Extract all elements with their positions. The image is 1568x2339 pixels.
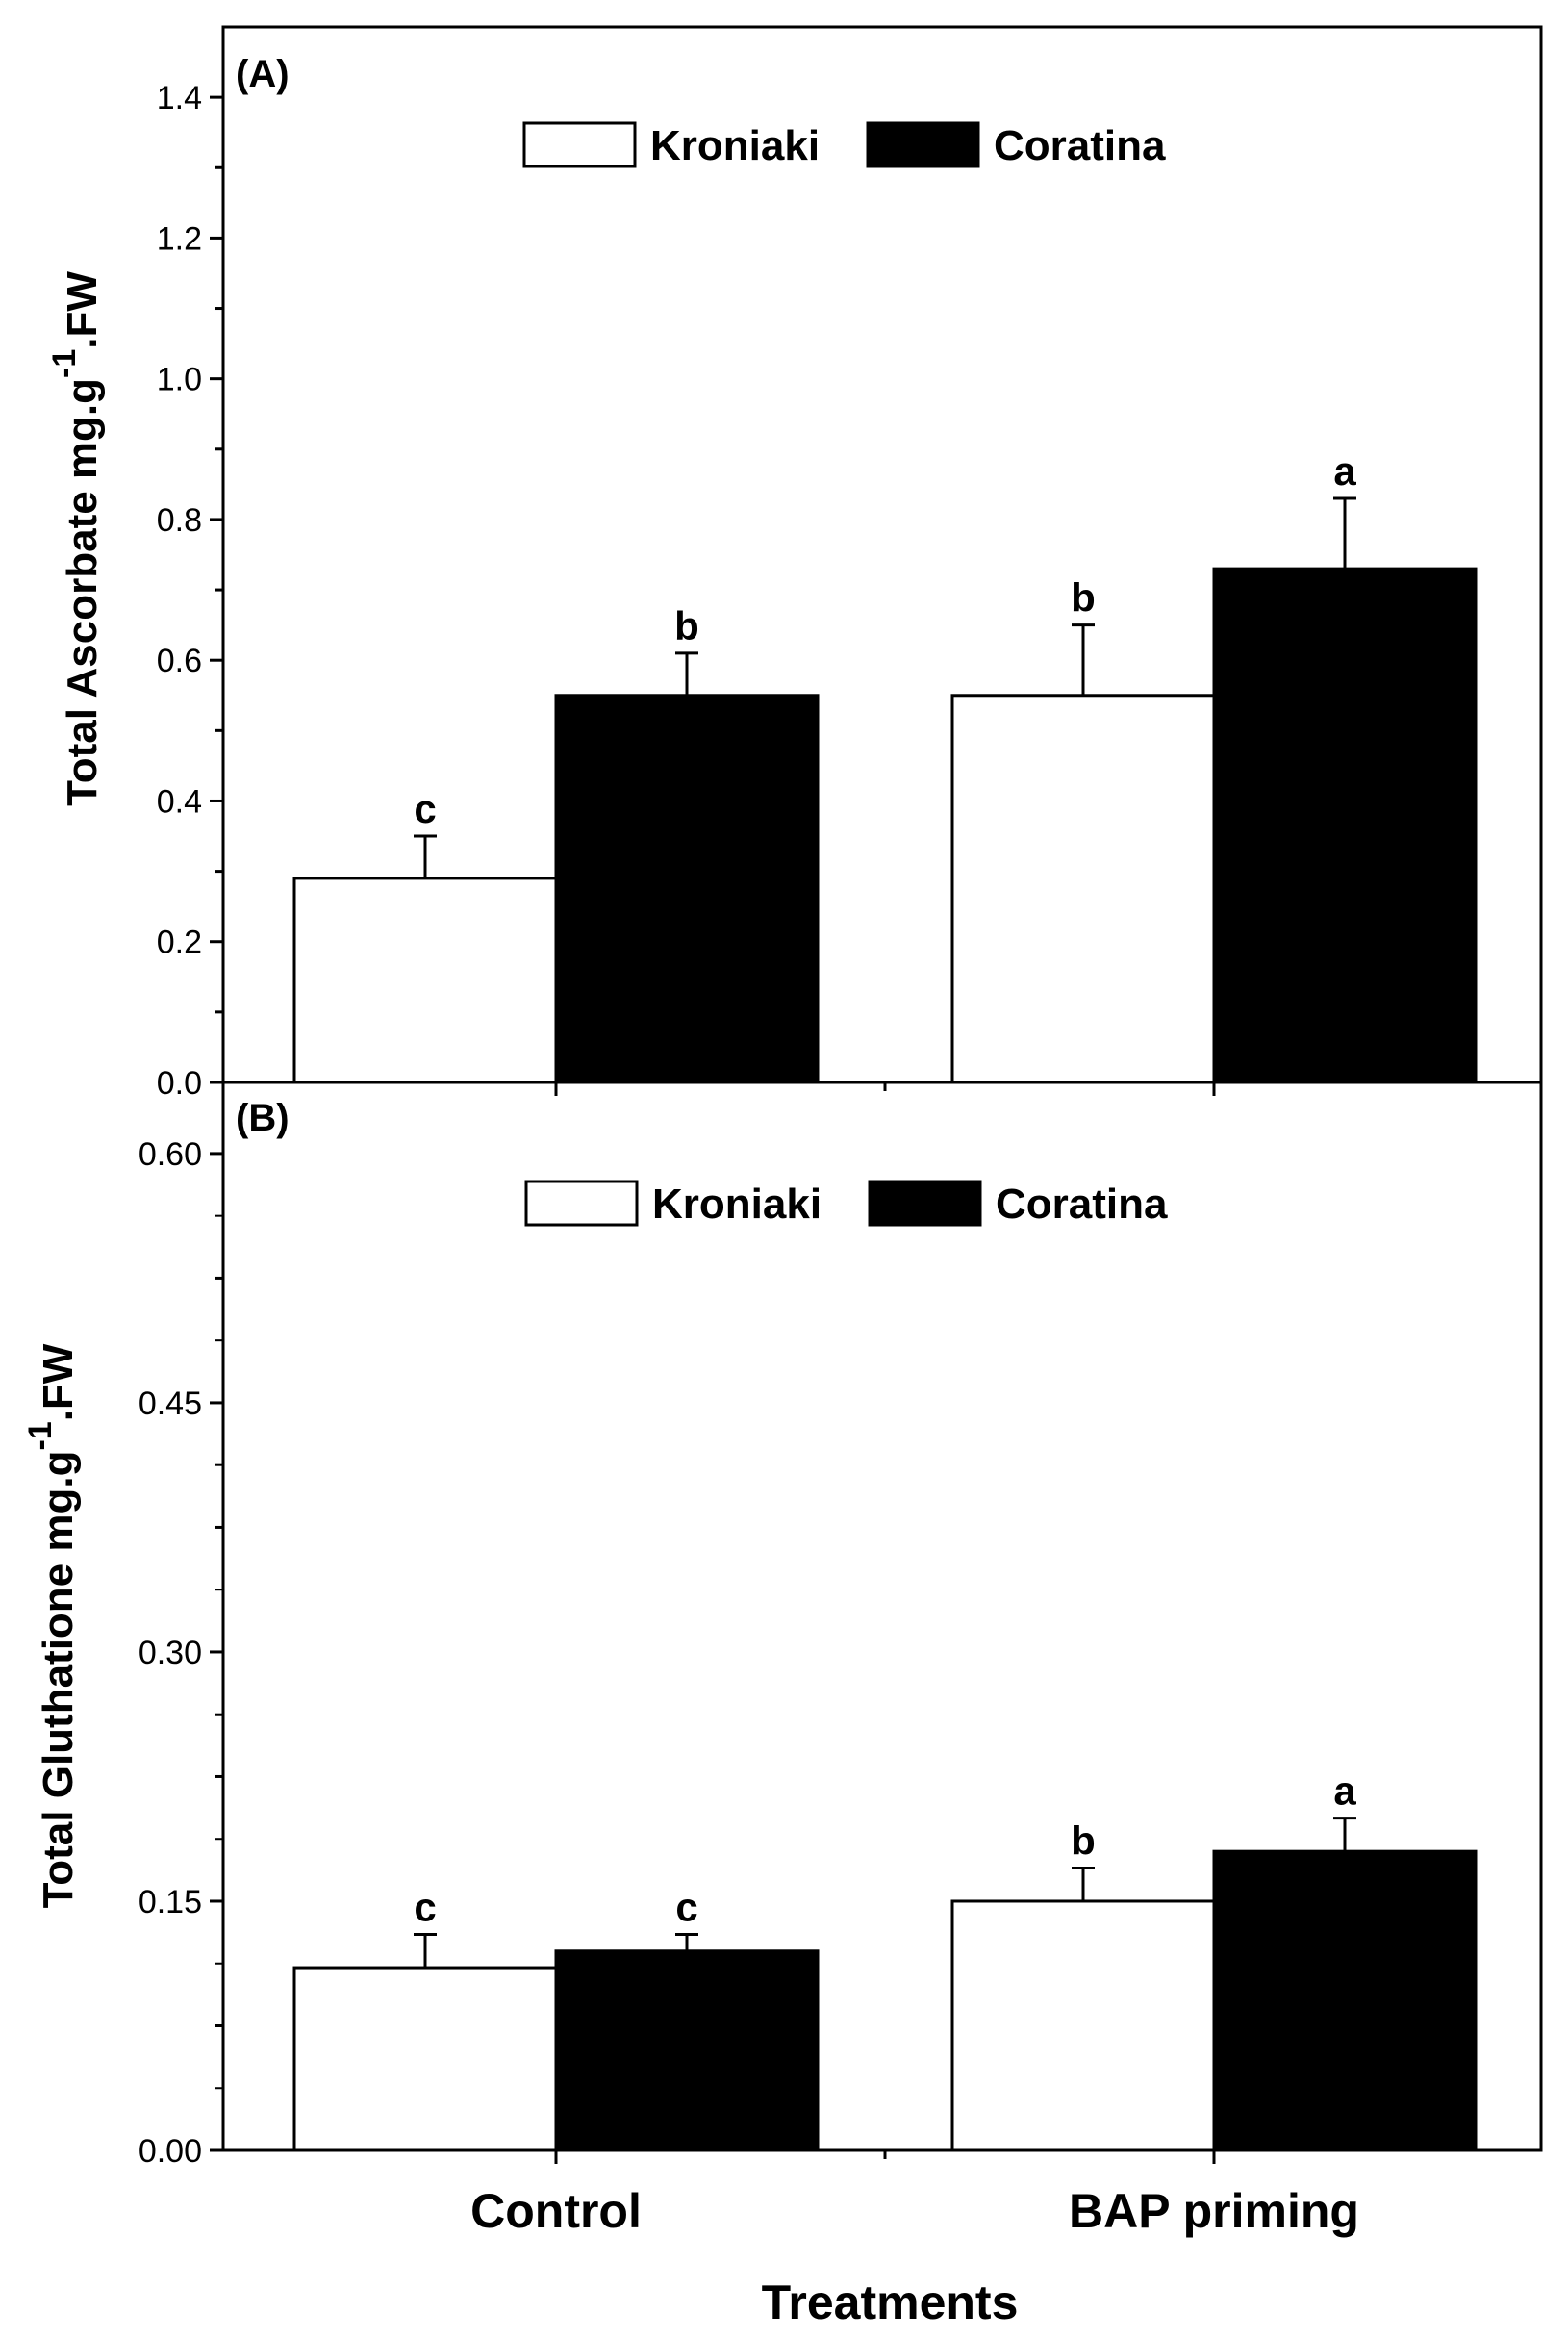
ytick-label-b-0: 0.00	[139, 2133, 202, 2170]
panel-b-frame	[221, 1081, 1543, 2152]
y-axis-title-a-sup: -1	[46, 349, 83, 378]
ytick-label-a-6: 1.2	[157, 220, 202, 257]
ytick-label-a-1: 0.2	[157, 925, 202, 961]
ytick-label-b-1: 0.15	[139, 1884, 202, 1920]
panel-a: 0.0 0.2 0.4 0.6 0.8 1.0 1.2 1.4 c b b a	[157, 80, 1478, 1102]
sig-label-b-coratina-0: c	[675, 1885, 697, 1930]
y-axis-title-a-main: Total Ascorbate mg.g	[59, 378, 106, 806]
legend-b-label-coratina: Coratina	[996, 1181, 1168, 1228]
ytick-label-b-3: 0.45	[139, 1386, 202, 1422]
y-axis-title-a-suffix: .FW	[59, 271, 106, 349]
ytick-label-a-5: 1.0	[157, 362, 202, 398]
category-label-0: Control	[470, 2184, 642, 2238]
bar-b-coratina-1	[1212, 1849, 1478, 2152]
ytick-label-a-4: 0.8	[157, 502, 202, 539]
panel-a-label: (A)	[236, 53, 290, 95]
legend-a-label-kroniaki: Kroniaki	[650, 122, 820, 169]
bar-b-kroniaki-0	[292, 1966, 558, 2152]
ytick-label-b-2: 0.30	[139, 1635, 202, 1671]
category-label-1: BAP priming	[1069, 2184, 1359, 2238]
bar-b-coratina-0	[554, 1949, 820, 2152]
bar-a-coratina-0	[554, 694, 820, 1084]
bar-b-kroniaki-1	[950, 1899, 1216, 2152]
x-axis-title: Treatments	[762, 2275, 1019, 2329]
ytick-label-a-7: 1.4	[157, 80, 202, 116]
ytick-label-a-3: 0.6	[157, 643, 202, 679]
sig-label-b-kroniaki-1: b	[1071, 1818, 1096, 1863]
sig-label-a-kroniaki-1: b	[1071, 575, 1096, 621]
ytick-label-a-0: 0.0	[157, 1065, 202, 1102]
legend-b-swatch-coratina	[868, 1180, 982, 1227]
legend-b-label-kroniaki: Kroniaki	[652, 1181, 822, 1228]
ytick-label-a-2: 0.4	[157, 783, 202, 820]
sig-label-a-coratina-0: b	[674, 603, 699, 648]
sig-label-b-coratina-1: a	[1333, 1768, 1356, 1814]
y-axis-title-b: Total Gluthatione mg.g-1.FW	[22, 1343, 82, 1908]
sig-label-a-coratina-1: a	[1333, 448, 1356, 494]
y-axis-title-a: Total Ascorbate mg.g-1.FW	[46, 271, 106, 806]
panel-b: 0.00 0.15 0.30 0.45 0.60 c b c a	[139, 1136, 1478, 2170]
bar-a-kroniaki-1	[950, 694, 1216, 1084]
legend-b-swatch-kroniaki	[524, 1180, 639, 1227]
y-axis-title-b-main: Total Gluthatione mg.g	[35, 1451, 82, 1909]
sig-label-b-kroniaki-0: c	[414, 1885, 436, 1930]
y-axis-title-b-sup: -1	[22, 1421, 59, 1450]
panel-b-label: (B)	[236, 1097, 290, 1139]
bar-a-kroniaki-0	[292, 877, 558, 1084]
ytick-label-b-4: 0.60	[139, 1136, 202, 1173]
bar-a-coratina-1	[1212, 567, 1478, 1084]
legend-a-swatch-coratina	[866, 121, 980, 168]
sig-label-a-kroniaki-0: c	[414, 786, 436, 831]
legend-a-swatch-kroniaki	[522, 121, 637, 168]
y-axis-title-b-suffix: .FW	[35, 1343, 82, 1421]
shared-x-axis: Control BAP priming	[470, 2184, 1359, 2238]
legend-a-label-coratina: Coratina	[994, 122, 1166, 169]
